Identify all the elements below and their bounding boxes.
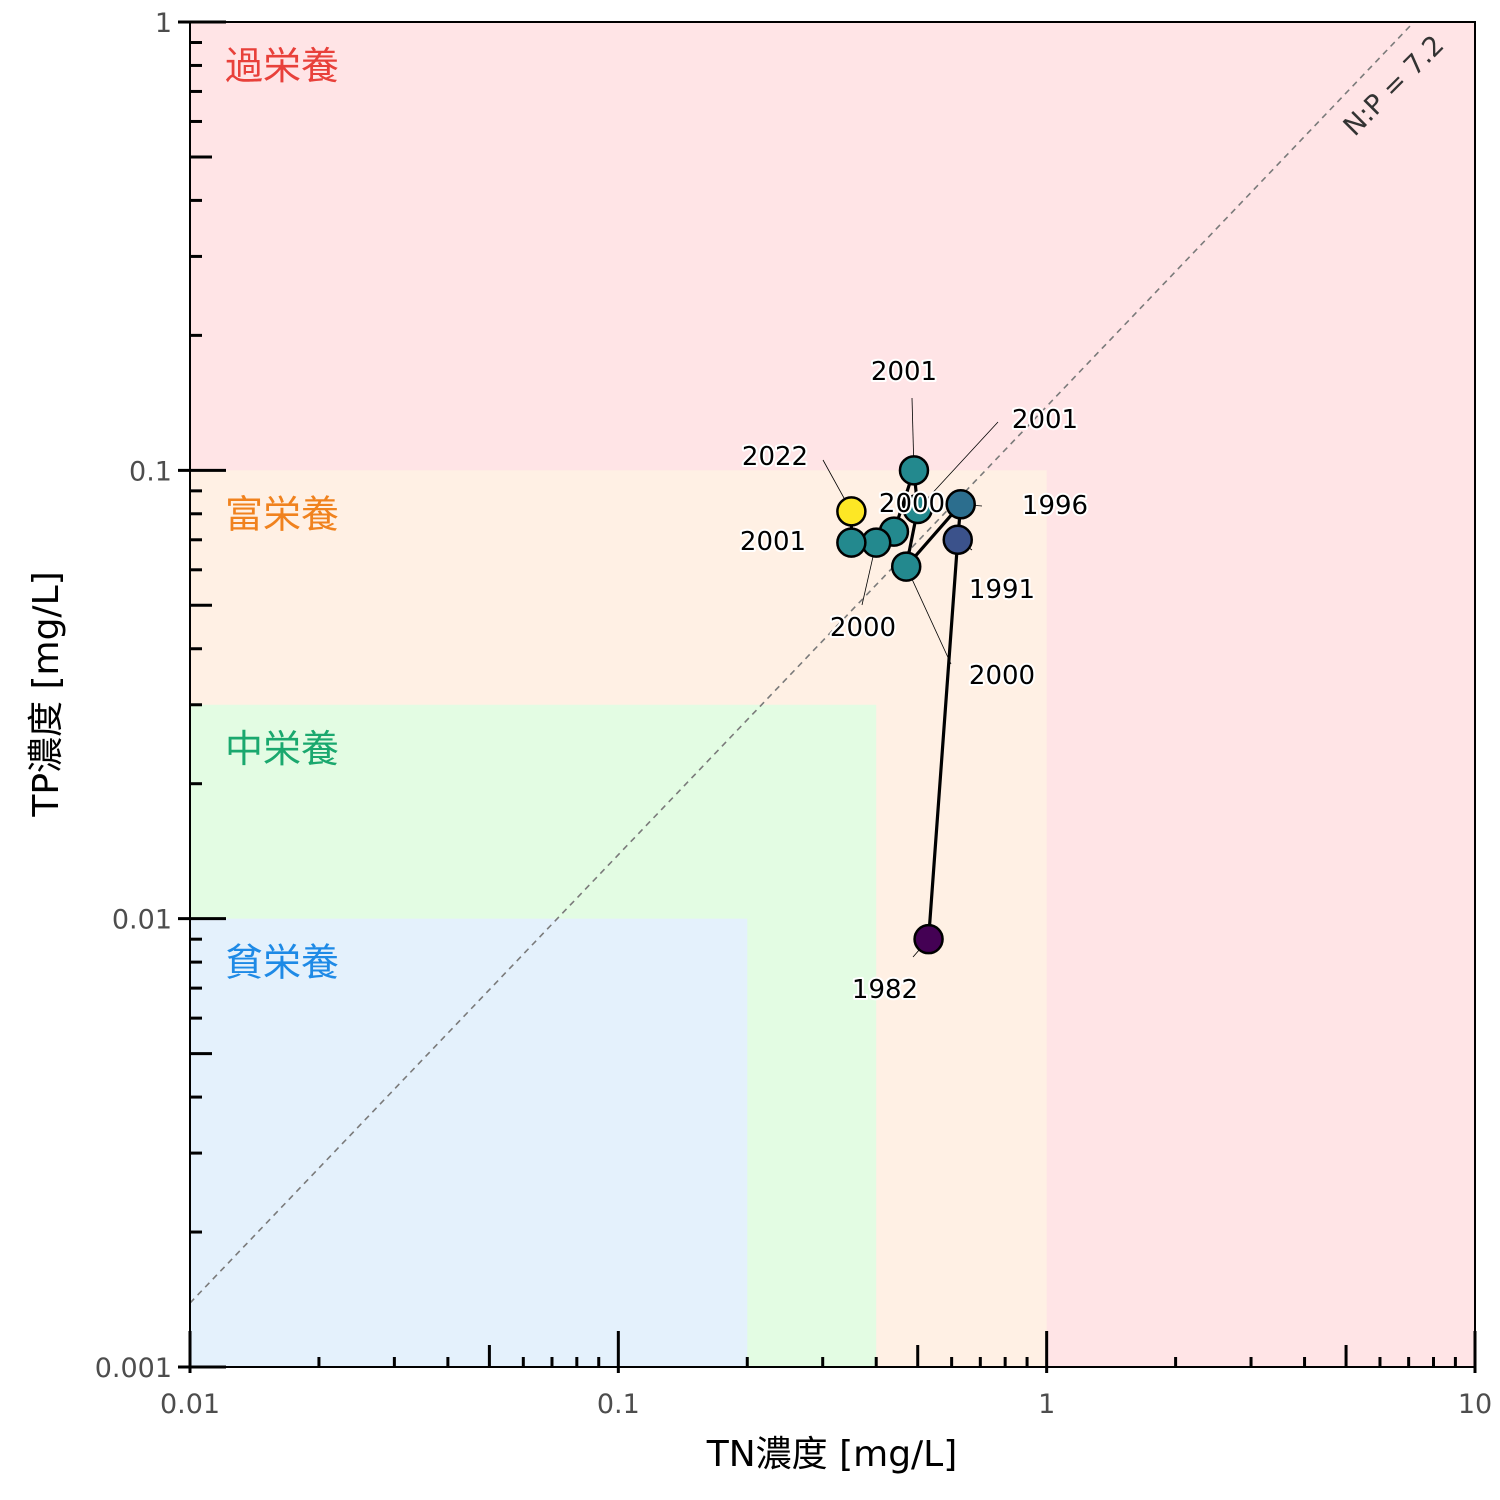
point-label: 2022 <box>742 442 808 472</box>
zone-label: 貧栄養 <box>225 941 339 985</box>
point-label: 1991 <box>969 575 1035 605</box>
data-point <box>898 455 930 486</box>
x-tick-label: 1 <box>1038 1389 1055 1420</box>
data-point <box>942 524 973 556</box>
data-point <box>913 923 944 955</box>
point-labels: 1982 1991 1996 2000 2000 2001 2001 2000 2001 2022 <box>738 355 1090 1007</box>
point-label: 2000 <box>969 661 1035 691</box>
plot-frame <box>189 21 1476 1368</box>
zone-label: 中栄養 <box>225 727 339 771</box>
y-tick-label: 1 <box>155 8 172 39</box>
zone-label: 過栄養 <box>225 44 339 88</box>
point-label: 2001 <box>740 527 806 557</box>
data-point <box>836 527 867 558</box>
point-label: 2000 <box>830 613 896 643</box>
data-point <box>902 493 933 525</box>
point-label: 2001 <box>871 357 937 387</box>
x-tick-label: 10 <box>1458 1389 1492 1420</box>
zone-label: 富栄養 <box>225 492 339 536</box>
point-label: 2001 <box>1012 405 1078 435</box>
data-points <box>836 455 976 955</box>
y-axis-title: TP濃度 [mg/L] <box>26 571 67 817</box>
label-leader <box>905 566 952 665</box>
y-tick-label: 0.001 <box>95 1353 172 1384</box>
point-label: 2000 <box>879 489 945 519</box>
y-tick-label: 0.01 <box>112 905 172 936</box>
x-tick-label: 0.01 <box>160 1389 220 1420</box>
axes: 0.01 0.1 1 10 0.001 0.01 0.1 1 <box>95 8 1492 1420</box>
point-label: 1996 <box>1022 491 1088 521</box>
x-tick-label: 0.1 <box>597 1389 640 1420</box>
point-label: 1982 <box>852 975 918 1005</box>
np-ratio-line <box>189 21 1415 1304</box>
zone-rect <box>190 918 748 1367</box>
x-axis-title: TN濃度 [mg/L] <box>706 1434 958 1475</box>
data-point <box>836 496 867 527</box>
data-point <box>890 551 922 582</box>
label-leader <box>917 421 999 510</box>
y-tick-label: 0.1 <box>129 456 172 487</box>
data-point <box>945 489 976 520</box>
